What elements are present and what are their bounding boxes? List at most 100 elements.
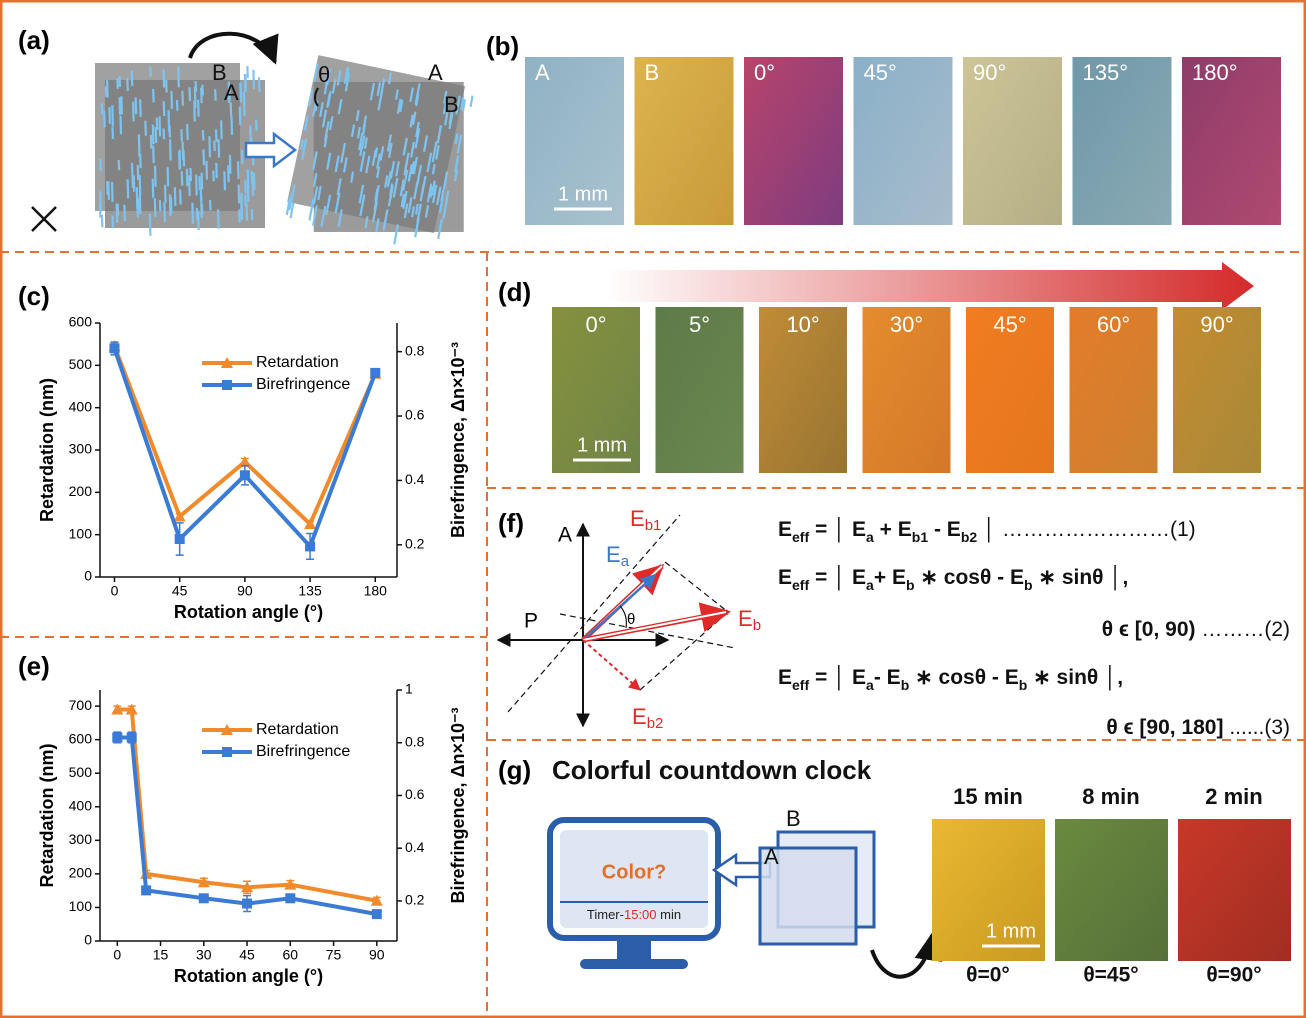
equation-part: - E (874, 666, 901, 689)
rod (253, 70, 254, 89)
rod (203, 130, 204, 140)
rod (242, 150, 243, 164)
rod (218, 209, 219, 228)
marker (222, 747, 232, 757)
x-tick-label: 75 (326, 947, 342, 963)
rod (190, 87, 191, 101)
subscript: a (866, 577, 874, 593)
scale-label: 1 mm (986, 920, 1036, 942)
rod (182, 91, 183, 106)
rod (153, 179, 154, 198)
x-tick-label: 135 (298, 583, 322, 599)
marker (242, 899, 252, 909)
vector-name: E (738, 606, 753, 631)
y-tick-label: 200 (69, 483, 93, 499)
rod (239, 185, 240, 204)
rod (140, 99, 141, 116)
y-tick-label: 400 (69, 797, 93, 813)
scale-label: 1 mm (577, 434, 627, 456)
vector-subscript: b (753, 617, 761, 634)
rod (221, 120, 222, 139)
rod (150, 67, 151, 77)
sheet-label: A (764, 844, 779, 869)
rod (179, 151, 180, 170)
rod (128, 179, 129, 198)
x-tick-label: 90 (369, 947, 385, 963)
rod (112, 127, 113, 139)
monitor (550, 820, 718, 969)
equation-part: = │ E (809, 664, 866, 691)
rod (183, 150, 184, 166)
equation-part: + E (874, 518, 912, 541)
rod (127, 78, 128, 91)
rod (132, 70, 133, 86)
photo-label: 10° (786, 312, 819, 337)
vector-name: E (632, 704, 647, 729)
rod (120, 76, 121, 87)
vector-label: Eb1 (630, 506, 661, 534)
x-tick-label: 45 (172, 583, 188, 599)
rod (216, 129, 217, 141)
rod (140, 175, 141, 196)
angle-label: θ=0° (966, 964, 1010, 987)
marker (240, 470, 250, 480)
rod (190, 168, 191, 181)
vector-subscript: a (621, 553, 630, 570)
rod (224, 171, 225, 190)
rod (109, 107, 110, 124)
rod (196, 175, 197, 196)
sheet-label: B (786, 806, 801, 831)
marker (127, 732, 137, 742)
rod (216, 163, 217, 178)
rod (252, 209, 253, 220)
rod (132, 174, 133, 187)
vector-label: Eb2 (632, 704, 663, 732)
marker (372, 909, 382, 919)
rod (213, 171, 214, 182)
x-tick-label: 180 (364, 583, 388, 599)
rod (165, 185, 166, 203)
vector-name: E (630, 506, 645, 531)
rod (192, 203, 193, 224)
y-tick-label: 0 (84, 568, 92, 584)
equation-part: │ (977, 516, 1002, 543)
vector-label: Eb (738, 606, 761, 634)
rod (139, 134, 140, 156)
subscript: eff (792, 529, 809, 545)
rod (166, 80, 167, 93)
y-tick-label: 500 (69, 764, 93, 780)
rod (189, 175, 190, 196)
rod (138, 165, 139, 180)
equation-part: θ ϵ [0, 90) (1102, 618, 1196, 641)
photo-label: A (535, 60, 550, 85)
rod (119, 160, 120, 170)
rod (120, 116, 121, 135)
x-axis-title: Rotation angle (°) (174, 966, 323, 986)
equation: Eeff = │ Ea + Eb1 - Eb2 │ ……………………(1) (778, 516, 1196, 545)
equation-part: - E (928, 518, 961, 541)
rod (117, 79, 118, 89)
legend-label: Birefringence (256, 743, 350, 760)
rod (187, 124, 188, 140)
y2-tick-label: 0.2 (405, 536, 425, 552)
rod (104, 111, 105, 128)
rod (196, 81, 197, 92)
rod (198, 211, 199, 230)
y-tick-label: 400 (69, 398, 93, 414)
rod (232, 117, 233, 135)
screen-text: Color? (602, 861, 666, 883)
film-stack-rotated (282, 51, 494, 262)
rod (215, 89, 216, 101)
rod (155, 166, 156, 187)
marker (109, 343, 119, 353)
equation-ref: ......(3) (1223, 716, 1290, 739)
y-axis-title: Retardation (nm) (37, 743, 57, 887)
photo-label: 180° (1192, 60, 1238, 85)
equation-part: + E (874, 566, 906, 589)
rod (112, 182, 113, 202)
equation: θ ϵ [0, 90) ………(2) (1102, 618, 1290, 641)
rod (124, 205, 125, 221)
rod (164, 101, 165, 116)
photo-label: 60° (1097, 312, 1130, 337)
equation-part: = │ E (809, 516, 866, 543)
